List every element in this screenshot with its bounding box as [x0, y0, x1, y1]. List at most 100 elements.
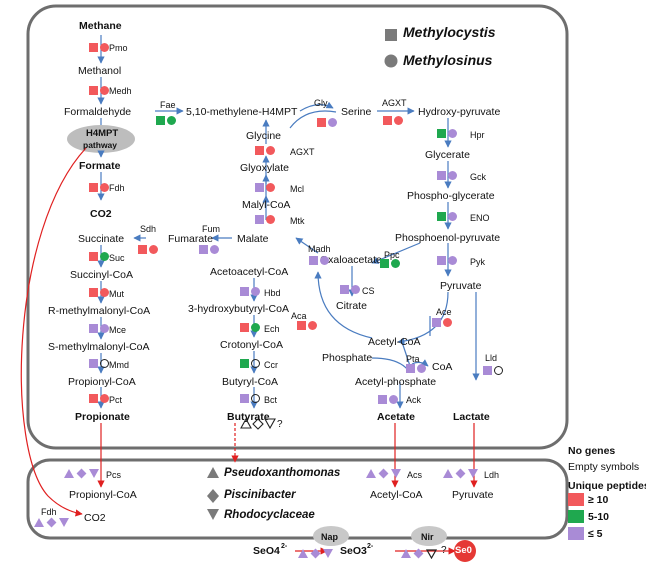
enzyme-hbd: Hbd: [264, 288, 281, 298]
metabolite-succinate: Succinate: [78, 233, 125, 245]
enzyme-ace: Ace: [436, 307, 452, 317]
metabolite-seo4: SeO4: [253, 545, 280, 557]
metabolite-r-methylmalonyl-coa: R-methylmalonyl-CoA: [48, 305, 151, 317]
metabolite-h4mpt: H4MPT: [86, 128, 119, 139]
metabolite-propionate: Propionate: [75, 411, 130, 423]
metabolite-hydroxy-pyruvate: Hydroxy-pyruvate: [418, 106, 501, 118]
pct-methylocystis-square: [89, 394, 98, 403]
mcl-methylocystis-square: [255, 183, 264, 192]
metabolite-malate: Malate: [237, 233, 269, 245]
metabolite-butyryl-coa: Butyryl-CoA: [222, 376, 279, 388]
legend-ge10-label: ≥ 10: [588, 494, 609, 506]
enzyme-aca: Aca: [291, 311, 307, 321]
h4mpt-pathway-ellipse: [67, 125, 135, 153]
nap-ellipse: [313, 526, 349, 546]
metabolite-s-methylmalonyl-coa: S-methylmalonyl-CoA: [48, 341, 150, 353]
ppc-methylocystis-square: [380, 259, 389, 268]
enzyme-sdh: Sdh: [140, 224, 157, 234]
metabolite-glycine: Glycine: [246, 130, 282, 142]
enzyme-ack: Ack: [406, 395, 422, 405]
ace-methylocystis-square: [432, 318, 441, 327]
fdh-rhodocyclaceae-triangle: [59, 518, 69, 527]
methanotroph-cell-outline: [26, 4, 569, 450]
metabolite-phosphoenol-pyruvate: Phosphoenol-pyruvate: [395, 232, 501, 244]
enzyme-fum: Fum: [202, 224, 220, 234]
agxt-left-methylocystis-square: [255, 146, 264, 155]
metabolite-seo3-charge: 2-: [367, 543, 374, 550]
cs-methylosinus-circle: [351, 285, 360, 294]
hpr-methylocystis-square: [437, 129, 446, 138]
metabolite-seo3: SeO3: [340, 545, 367, 557]
legend-piscinibacter: Piscinibacter: [224, 489, 296, 501]
metabolite-crotonyl-coa: Crotonyl-CoA: [220, 339, 284, 351]
enzyme-gck: Gck: [470, 172, 487, 182]
metabolite-succinyl-coa: Succinyl-CoA: [70, 269, 134, 281]
pcs-rhodocyclaceae-triangle: [89, 469, 99, 478]
metabolite-methane: Methane: [79, 20, 122, 32]
legend-5-10-swatch: [568, 510, 584, 523]
enzyme-pcs: Pcs: [106, 470, 122, 480]
ack-methylocystis-square: [378, 395, 387, 404]
enzyme-agxt-top: AGXT: [382, 98, 407, 108]
mce-methylocystis-square: [89, 324, 98, 333]
suc-methylocystis-square: [89, 252, 98, 261]
pta-methylocystis-square: [406, 364, 415, 373]
nap-pseudoxanthomonas-triangle: [298, 549, 308, 558]
metabolite-se0: Se0: [455, 545, 472, 556]
metabolite-phosphate: Phosphate: [322, 352, 373, 364]
metabolite-propionyl-coa: Propionyl-CoA: [68, 376, 136, 388]
fum-methylocystis-square: [199, 245, 208, 254]
metabolite-phospho-glycerate: Phospho-glycerate: [407, 190, 495, 202]
aca-methylosinus-circle: [308, 321, 317, 330]
legend-no-genes: No genes: [568, 445, 616, 457]
metabolite-coa: CoA: [432, 361, 453, 373]
methylosinus-circle-icon: [384, 54, 398, 68]
eno-methylocystis-square: [437, 212, 446, 221]
enzyme-mcl: Mcl: [290, 184, 304, 194]
acs-rhodocyclaceae-triangle: [391, 469, 401, 478]
metabolite-acetate: Acetate: [377, 411, 415, 423]
enzyme-nir: Nir: [421, 532, 434, 542]
enzyme-pta: Pta: [406, 354, 420, 364]
pyk-methylosinus-circle: [448, 256, 457, 265]
enzyme-pct: Pct: [109, 395, 123, 405]
fae-methylocystis-square: [156, 116, 165, 125]
methylocystis-square-icon: [385, 29, 397, 41]
pcs-pseudoxanthomonas-triangle: [64, 469, 74, 478]
legend-unique-peptides: Unique peptides: [568, 480, 646, 492]
fdh-methylocystis-square: [89, 183, 98, 192]
enzyme-hpr: Hpr: [470, 130, 485, 140]
metabolite-lactate: Lactate: [453, 411, 490, 423]
metabolite-3-hydroxybutyryl-coa: 3-hydroxybutyryl-CoA: [188, 303, 289, 315]
enzyme-gly: Gly: [314, 98, 328, 108]
enzyme-pyk: Pyk: [470, 257, 486, 267]
enzyme-lld: Lld: [485, 353, 498, 363]
enzyme-fdh-bottom: Fdh: [41, 507, 57, 517]
mtk-methylosinus-circle: [266, 215, 275, 224]
hbd-methylosinus-circle: [251, 287, 260, 296]
enzyme-eno: ENO: [470, 213, 490, 223]
ack-methylosinus-circle: [389, 395, 398, 404]
metabolite-acetyl-coa: Acetyl-CoA: [368, 336, 421, 348]
mtk-methylocystis-square: [255, 215, 264, 224]
medh-methylosinus-circle: [100, 86, 109, 95]
metabolite-glyoxylate: Glyoxylate: [240, 162, 290, 174]
legend-methylosinus: Methylosinus: [403, 52, 493, 68]
enzyme-mce: Mce: [109, 325, 127, 335]
lld-methylocystis-square: [483, 366, 492, 375]
bct-methylosinus-empty-circle: [251, 394, 260, 403]
metabolite-formaldehyde: Formaldehyde: [64, 106, 132, 118]
ldh-rhodocyclaceae-triangle: [468, 469, 478, 478]
legend-diamond-icon: [207, 489, 219, 503]
enzyme-mmd: Mmd: [109, 360, 129, 370]
legend-rhodocyclaceae: Rhodocyclaceae: [224, 509, 315, 521]
ace-methylosinus-circle: [443, 318, 452, 327]
enzyme-suc: Suc: [109, 253, 125, 263]
metabolite-acetoacetyl-coa: Acetoacetyl-CoA: [210, 266, 289, 278]
pta-methylosinus-circle: [417, 364, 426, 373]
mut-methylosinus-circle: [100, 288, 109, 297]
se0-circle: [454, 540, 476, 562]
metabolite-pyruvate: Pyruvate: [440, 280, 482, 292]
